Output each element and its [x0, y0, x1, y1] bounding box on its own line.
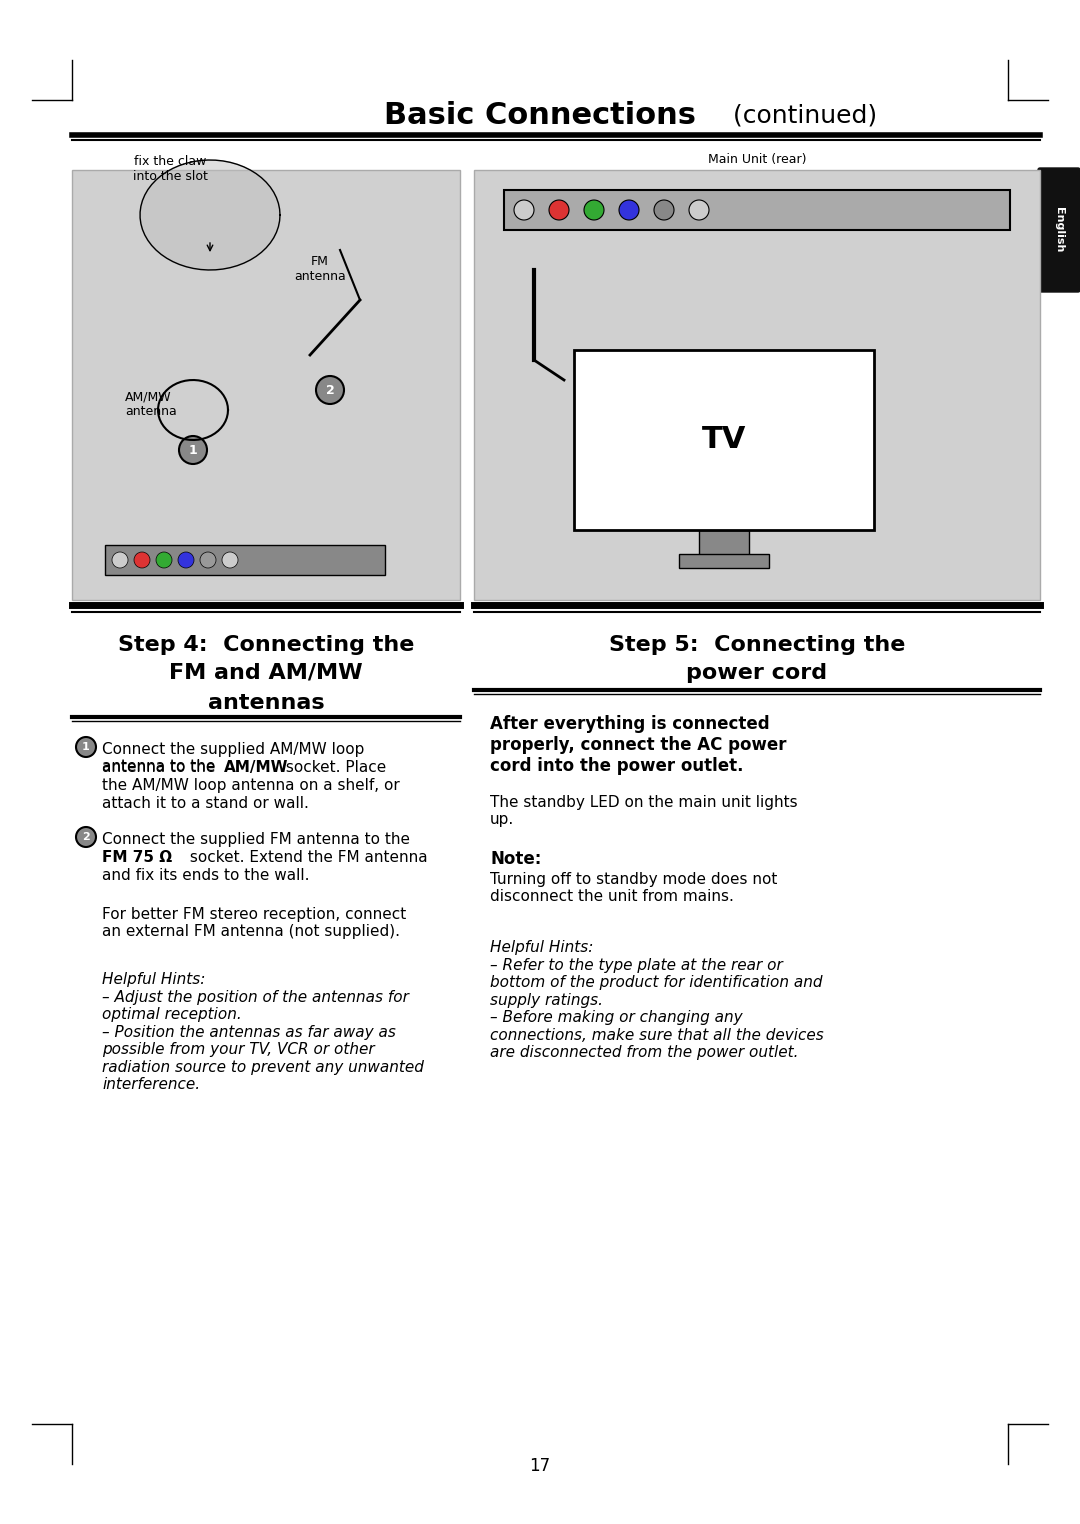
- Polygon shape: [140, 160, 280, 270]
- Text: 2: 2: [82, 832, 90, 841]
- FancyBboxPatch shape: [474, 171, 1040, 600]
- Text: The standby LED on the main unit lights
up.: The standby LED on the main unit lights …: [490, 796, 798, 828]
- Text: – Adjust the position of the antennas for
optimal reception.
– Position the ante: – Adjust the position of the antennas fo…: [102, 991, 423, 1093]
- Text: socket. Place: socket. Place: [281, 760, 387, 776]
- Bar: [699, 530, 750, 555]
- Circle shape: [549, 200, 569, 219]
- Bar: [105, 546, 384, 575]
- Circle shape: [654, 200, 674, 219]
- Text: TV: TV: [702, 425, 746, 454]
- Text: and fix its ends to the wall.: and fix its ends to the wall.: [102, 869, 310, 882]
- Text: 2: 2: [326, 384, 335, 396]
- Text: Connect the supplied FM antenna to the: Connect the supplied FM antenna to the: [102, 832, 410, 847]
- Text: into the slot: into the slot: [133, 171, 207, 183]
- Text: For better FM stereo reception, connect
an external FM antenna (not supplied).: For better FM stereo reception, connect …: [102, 907, 406, 939]
- Text: fix the claw: fix the claw: [134, 155, 206, 168]
- Circle shape: [179, 436, 207, 463]
- Text: AM/MW: AM/MW: [125, 390, 172, 402]
- Text: socket. Extend the FM antenna: socket. Extend the FM antenna: [185, 850, 428, 866]
- Text: antenna: antenna: [125, 405, 177, 418]
- Text: antennas: antennas: [207, 693, 324, 713]
- Circle shape: [76, 828, 96, 847]
- Circle shape: [584, 200, 604, 219]
- Text: Step 4:  Connecting the: Step 4: Connecting the: [118, 636, 415, 655]
- Text: 1: 1: [82, 742, 90, 751]
- Text: antenna: antenna: [294, 270, 346, 283]
- Text: Helpful Hints:: Helpful Hints:: [490, 940, 593, 956]
- Text: (continued): (continued): [725, 104, 877, 126]
- Circle shape: [222, 552, 238, 568]
- Text: Connect the supplied AM/MW loop
antenna to the: Connect the supplied AM/MW loop antenna …: [102, 742, 364, 774]
- Text: power cord: power cord: [687, 663, 827, 683]
- Text: Note:: Note:: [490, 850, 541, 869]
- Text: Helpful Hints:: Helpful Hints:: [102, 972, 205, 988]
- Circle shape: [316, 376, 345, 404]
- Text: Main Unit (rear): Main Unit (rear): [707, 152, 807, 166]
- Text: FM and AM/MW: FM and AM/MW: [170, 663, 363, 683]
- Text: FM: FM: [311, 255, 329, 268]
- Text: Step 5:  Connecting the: Step 5: Connecting the: [609, 636, 905, 655]
- Bar: [679, 555, 769, 568]
- Circle shape: [200, 552, 216, 568]
- Circle shape: [619, 200, 639, 219]
- Text: After everything is connected
properly, connect the AC power
cord into the power: After everything is connected properly, …: [490, 715, 786, 774]
- Text: Basic Connections: Basic Connections: [384, 101, 696, 130]
- Text: English: English: [1054, 207, 1064, 253]
- Circle shape: [76, 738, 96, 757]
- Circle shape: [689, 200, 708, 219]
- Text: 1: 1: [189, 443, 198, 457]
- Circle shape: [112, 552, 129, 568]
- Text: attach it to a stand or wall.: attach it to a stand or wall.: [102, 796, 309, 811]
- Bar: [579, 355, 869, 524]
- FancyBboxPatch shape: [72, 171, 460, 600]
- Text: – Refer to the type plate at the rear or
bottom of the product for identificatio: – Refer to the type plate at the rear or…: [490, 959, 824, 1061]
- Circle shape: [134, 552, 150, 568]
- Circle shape: [514, 200, 534, 219]
- Circle shape: [156, 552, 172, 568]
- Text: FM 75 Ω: FM 75 Ω: [102, 850, 172, 866]
- Text: AM/MW: AM/MW: [224, 760, 288, 776]
- Bar: [504, 190, 1010, 230]
- Text: 17: 17: [529, 1457, 551, 1475]
- Bar: [573, 351, 874, 530]
- FancyBboxPatch shape: [1038, 168, 1080, 293]
- Text: the AM/MW loop antenna on a shelf, or: the AM/MW loop antenna on a shelf, or: [102, 777, 400, 792]
- Circle shape: [178, 552, 194, 568]
- Text: Turning off to standby mode does not
disconnect the unit from mains.: Turning off to standby mode does not dis…: [490, 872, 778, 904]
- Text: antenna to the: antenna to the: [102, 760, 220, 776]
